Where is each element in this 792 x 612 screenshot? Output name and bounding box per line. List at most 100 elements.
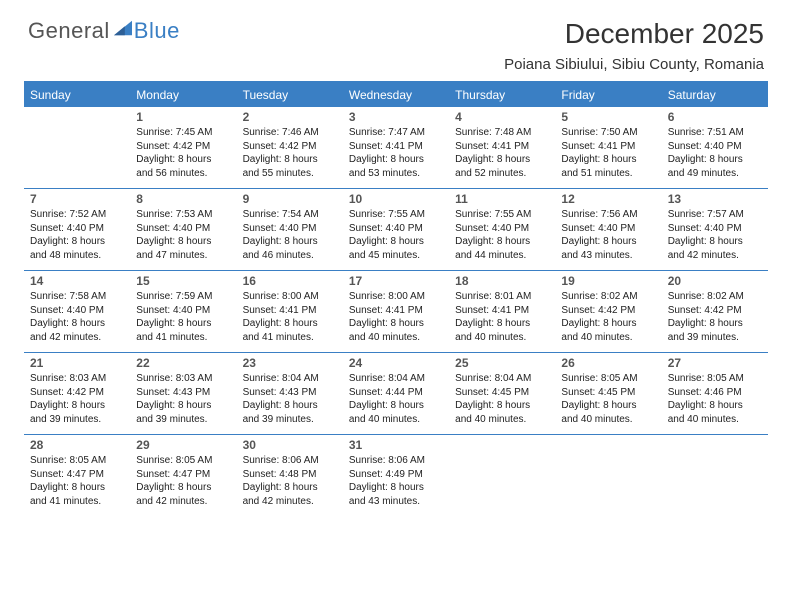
day-cell: 31Sunrise: 8:06 AMSunset: 4:49 PMDayligh…: [343, 435, 449, 516]
sunrise-text: Sunrise: 8:02 AM: [668, 290, 762, 304]
daylight-text-2: and 42 minutes.: [243, 495, 337, 509]
day-number: 26: [561, 356, 655, 370]
sunset-text: Sunset: 4:42 PM: [136, 140, 230, 154]
daylight-text-2: and 40 minutes.: [668, 413, 762, 427]
day-number: 18: [455, 274, 549, 288]
daylight-text-1: Daylight: 8 hours: [136, 153, 230, 167]
daylight-text-2: and 51 minutes.: [561, 167, 655, 181]
day-number: 10: [349, 192, 443, 206]
sunset-text: Sunset: 4:41 PM: [243, 304, 337, 318]
daylight-text-2: and 40 minutes.: [455, 331, 549, 345]
sunset-text: Sunset: 4:47 PM: [136, 468, 230, 482]
sunrise-text: Sunrise: 7:57 AM: [668, 208, 762, 222]
daylight-text-2: and 40 minutes.: [349, 413, 443, 427]
daylight-text-2: and 39 minutes.: [243, 413, 337, 427]
sunset-text: Sunset: 4:40 PM: [455, 222, 549, 236]
day-cell: 15Sunrise: 7:59 AMSunset: 4:40 PMDayligh…: [130, 271, 236, 352]
sunset-text: Sunset: 4:41 PM: [349, 304, 443, 318]
day-info: Sunrise: 8:02 AMSunset: 4:42 PMDaylight:…: [668, 290, 762, 344]
daylight-text-2: and 41 minutes.: [243, 331, 337, 345]
day-cell: 14Sunrise: 7:58 AMSunset: 4:40 PMDayligh…: [24, 271, 130, 352]
sunset-text: Sunset: 4:41 PM: [455, 304, 549, 318]
daylight-text-1: Daylight: 8 hours: [455, 317, 549, 331]
day-number: 7: [30, 192, 124, 206]
sunrise-text: Sunrise: 8:05 AM: [30, 454, 124, 468]
sunrise-text: Sunrise: 7:55 AM: [349, 208, 443, 222]
day-cell: 20 Sunrise: 8:02 AMSunset: 4:42 PMDayligh…: [662, 271, 768, 352]
daylight-text-1: Daylight: 8 hours: [136, 399, 230, 413]
day-cell: 22Sunrise: 8:03 AMSunset: 4:43 PMDayligh…: [130, 353, 236, 434]
daylight-text-2: and 55 minutes.: [243, 167, 337, 181]
sunset-text: Sunset: 4:45 PM: [561, 386, 655, 400]
daylight-text-1: Daylight: 8 hours: [349, 317, 443, 331]
day-number: 5: [561, 110, 655, 124]
location-text: Poiana Sibiului, Sibiu County, Romania: [504, 56, 764, 73]
day-info: Sunrise: 7:48 AMSunset: 4:41 PMDaylight:…: [455, 126, 549, 180]
daylight-text-1: Daylight: 8 hours: [136, 481, 230, 495]
day-cell: 27Sunrise: 8:05 AMSunset: 4:46 PMDayligh…: [662, 353, 768, 434]
daylight-text-1: Daylight: 8 hours: [668, 153, 762, 167]
day-cell: 16Sunrise: 8:00 AMSunset: 4:41 PMDayligh…: [237, 271, 343, 352]
day-info: Sunrise: 7:52 AMSunset: 4:40 PMDaylight:…: [30, 208, 124, 262]
sunset-text: Sunset: 4:40 PM: [136, 222, 230, 236]
day-info: Sunrise: 8:04 AMSunset: 4:44 PMDaylight:…: [349, 372, 443, 426]
sunrise-text: Sunrise: 7:46 AM: [243, 126, 337, 140]
daylight-text-2: and 53 minutes.: [349, 167, 443, 181]
sunset-text: Sunset: 4:40 PM: [136, 304, 230, 318]
day-info: Sunrise: 8:01 AMSunset: 4:41 PMDaylight:…: [455, 290, 549, 344]
sunset-text: Sunset: 4:40 PM: [668, 140, 762, 154]
sunset-text: Sunset: 4:44 PM: [349, 386, 443, 400]
sunrise-text: Sunrise: 8:03 AM: [30, 372, 124, 386]
day-info: Sunrise: 7:55 AMSunset: 4:40 PMDaylight:…: [455, 208, 549, 262]
calendar: Sunday Monday Tuesday Wednesday Thursday…: [24, 81, 768, 516]
day-info: Sunrise: 8:02 AMSunset: 4:42 PMDaylight:…: [561, 290, 655, 344]
weeks-container: 1Sunrise: 7:45 AMSunset: 4:42 PMDaylight…: [24, 107, 768, 516]
sunrise-text: Sunrise: 7:58 AM: [30, 290, 124, 304]
sunset-text: Sunset: 4:46 PM: [668, 386, 762, 400]
daylight-text-2: and 44 minutes.: [455, 249, 549, 263]
day-cell: 13Sunrise: 7:57 AMSunset: 4:40 PMDayligh…: [662, 189, 768, 270]
sunrise-text: Sunrise: 7:59 AM: [136, 290, 230, 304]
day-cell: 11Sunrise: 7:55 AMSunset: 4:40 PMDayligh…: [449, 189, 555, 270]
day-number: 31: [349, 438, 443, 452]
day-info: Sunrise: 8:00 AMSunset: 4:41 PMDaylight:…: [349, 290, 443, 344]
sunrise-text: Sunrise: 7:45 AM: [136, 126, 230, 140]
daylight-text-2: and 47 minutes.: [136, 249, 230, 263]
sunrise-text: Sunrise: 8:01 AM: [455, 290, 549, 304]
header: General Blue December 2025 Poiana Sibiul…: [0, 0, 792, 81]
daylight-text-2: and 43 minutes.: [561, 249, 655, 263]
daylight-text-1: Daylight: 8 hours: [561, 317, 655, 331]
daylight-text-2: and 41 minutes.: [136, 331, 230, 345]
day-number: 20: [668, 274, 762, 288]
day-number: 1: [136, 110, 230, 124]
daylight-text-1: Daylight: 8 hours: [561, 399, 655, 413]
daylight-text-2: and 43 minutes.: [349, 495, 443, 509]
sunrise-text: Sunrise: 8:02 AM: [561, 290, 655, 304]
daylight-text-1: Daylight: 8 hours: [349, 399, 443, 413]
day-number: 16: [243, 274, 337, 288]
day-info: Sunrise: 8:03 AMSunset: 4:43 PMDaylight:…: [136, 372, 230, 426]
daylight-text-1: Daylight: 8 hours: [668, 399, 762, 413]
sunset-text: Sunset: 4:41 PM: [561, 140, 655, 154]
day-cell: 12Sunrise: 7:56 AMSunset: 4:40 PMDayligh…: [555, 189, 661, 270]
day-cell: 4Sunrise: 7:48 AMSunset: 4:41 PMDaylight…: [449, 107, 555, 188]
daylight-text-2: and 40 minutes.: [455, 413, 549, 427]
sunset-text: Sunset: 4:43 PM: [136, 386, 230, 400]
daylight-text-2: and 45 minutes.: [349, 249, 443, 263]
sunset-text: Sunset: 4:40 PM: [668, 222, 762, 236]
day-info: Sunrise: 7:56 AMSunset: 4:40 PMDaylight:…: [561, 208, 655, 262]
daylight-text-2: and 42 minutes.: [30, 331, 124, 345]
day-number: 27: [668, 356, 762, 370]
day-number: 24: [349, 356, 443, 370]
day-header: Thursday: [449, 83, 555, 107]
sunset-text: Sunset: 4:42 PM: [30, 386, 124, 400]
daylight-text-1: Daylight: 8 hours: [136, 317, 230, 331]
daylight-text-2: and 46 minutes.: [243, 249, 337, 263]
sunset-text: Sunset: 4:47 PM: [30, 468, 124, 482]
daylight-text-1: Daylight: 8 hours: [243, 153, 337, 167]
daylight-text-2: and 40 minutes.: [561, 331, 655, 345]
day-info: Sunrise: 8:05 AMSunset: 4:45 PMDaylight:…: [561, 372, 655, 426]
day-cell: [24, 107, 130, 188]
day-info: Sunrise: 7:51 AMSunset: 4:40 PMDaylight:…: [668, 126, 762, 180]
day-cell: 2Sunrise: 7:46 AMSunset: 4:42 PMDaylight…: [237, 107, 343, 188]
